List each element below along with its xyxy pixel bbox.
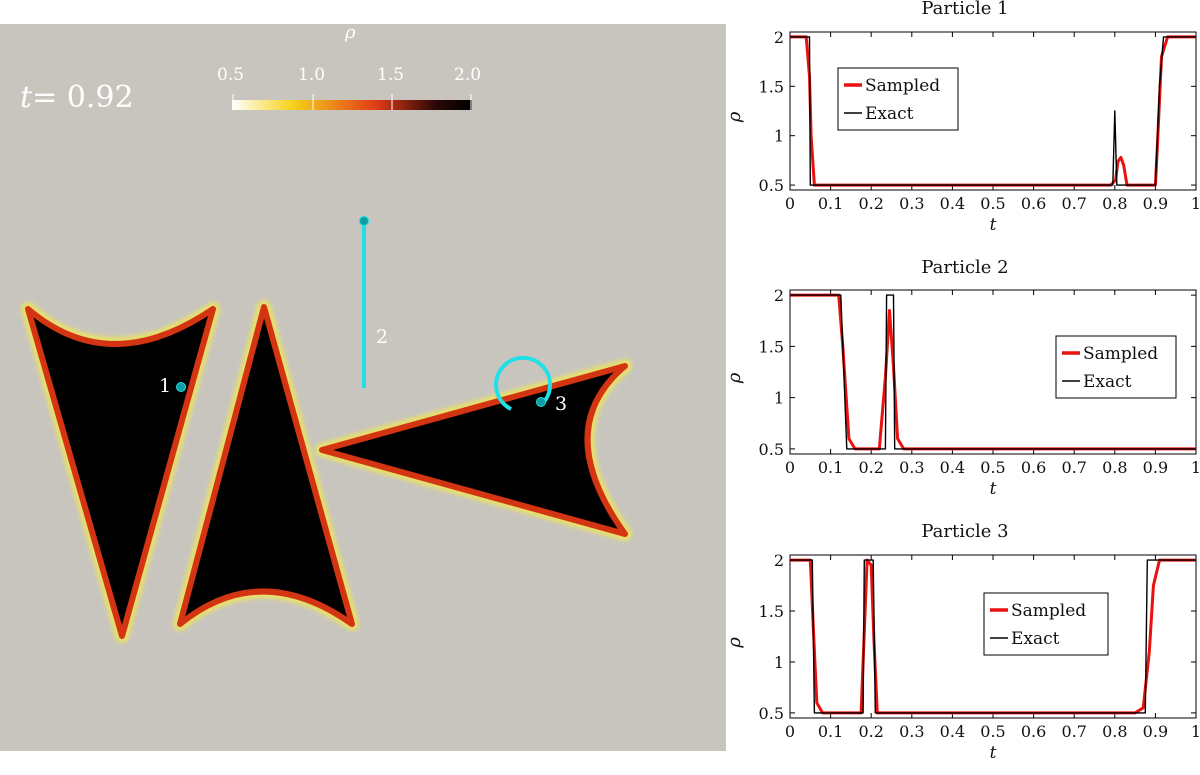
y-tick-label: 0.5 <box>759 176 784 195</box>
time-value: = 0.92 <box>32 80 134 115</box>
series-line-exact <box>790 559 1196 714</box>
particle-1-marker[interactable] <box>176 382 186 392</box>
particle-3-marker[interactable] <box>536 397 546 407</box>
y-tick-label: 1.5 <box>759 337 784 356</box>
y-tick-label: 1 <box>774 653 784 672</box>
x-tick-label: 1 <box>1191 722 1200 741</box>
x-tick-label: 0.4 <box>940 458 965 477</box>
x-tick-label: 0.9 <box>1143 722 1168 741</box>
x-tick-label: 0.6 <box>1021 722 1046 741</box>
legend-box <box>837 67 959 131</box>
legend-label: Sampled <box>1083 344 1158 364</box>
x-tick-label: 0.5 <box>980 458 1005 477</box>
x-tick-label: 0.3 <box>899 722 924 741</box>
x-tick-label: 1 <box>1191 458 1200 477</box>
x-tick-label: 0.8 <box>1102 458 1127 477</box>
y-tick-label: 1 <box>774 389 784 408</box>
time-symbol: t <box>20 80 33 115</box>
y-tick-label: 0.5 <box>759 440 784 459</box>
density-field-panel: 1 2 3 t= 0.92 ρ 0.5 1.0 1.5 2.0 <box>0 24 726 751</box>
y-tick-label: 2 <box>774 28 784 47</box>
legend-label: Sampled <box>1011 601 1086 621</box>
particle-3-label: 3 <box>555 393 567 415</box>
x-tick-label: 0.2 <box>858 458 883 477</box>
x-axis-label: t <box>990 479 997 499</box>
y-tick-label: 1 <box>774 127 784 146</box>
x-tick-label: 0.7 <box>1061 458 1086 477</box>
x-tick-label: 0.5 <box>980 194 1005 213</box>
particle-1-label: 1 <box>159 375 171 397</box>
x-tick-label: 0.1 <box>818 458 843 477</box>
y-tick-label: 1.5 <box>759 602 784 621</box>
x-tick-label: 1 <box>1191 194 1200 213</box>
x-tick-label: 0.8 <box>1102 722 1127 741</box>
x-tick-label: 0 <box>785 194 795 213</box>
legend-box <box>983 592 1109 656</box>
x-axis-label: t <box>990 215 997 235</box>
x-axis-label: t <box>990 743 997 763</box>
x-tick-label: 0.8 <box>1102 194 1127 213</box>
particle-1-chart: 0 0.1 0.2 0.3 0.4 0.5 0.6 0.7 0.8 0.9 1 0.5 1 1.5 2 t ρ S… <box>724 28 1200 235</box>
y-tick-label: 2 <box>774 286 784 305</box>
particle-3-path <box>494 355 553 411</box>
particle-2-label: 2 <box>376 326 388 348</box>
x-tick-label: 0.5 <box>980 722 1005 741</box>
x-tick-label: 0 <box>785 458 795 477</box>
density-blob-right <box>315 359 632 541</box>
series-line-exact <box>790 36 1196 186</box>
colorbar-tick-3: 2.0 <box>454 65 482 85</box>
colorbar-tick-2: 1.5 <box>377 65 405 85</box>
legend-label: Exact <box>865 104 914 124</box>
time-label: t= 0.92 <box>20 80 134 115</box>
density-blob-left <box>21 302 220 643</box>
series-line-exact <box>790 294 1196 450</box>
colorbar-tick-1: 1.0 <box>298 65 326 85</box>
plot-title: Particle 1 <box>921 0 1009 19</box>
density-blob-middle <box>173 300 359 631</box>
x-tick-label: 0.6 <box>1021 458 1046 477</box>
x-tick-label: 0.1 <box>818 722 843 741</box>
x-tick-label: 0.2 <box>858 722 883 741</box>
plot-title: Particle 2 <box>921 257 1009 278</box>
colorbar-title: ρ <box>345 24 356 43</box>
x-tick-label: 0 <box>785 722 795 741</box>
x-tick-label: 0.9 <box>1143 458 1168 477</box>
x-tick-label: 0.4 <box>940 194 965 213</box>
legend-label: Sampled <box>865 76 940 96</box>
x-tick-label: 0.9 <box>1143 194 1168 213</box>
particle-1-plot: Particle 1 0 0.1 0.2 0.3 0.4 0.5 0.6 0.7 0.8 0.9 1… <box>724 0 1200 255</box>
x-tick-label: 0.4 <box>940 722 965 741</box>
y-tick-label: 2 <box>774 551 784 570</box>
x-tick-label: 0.3 <box>899 194 924 213</box>
series-line-sampled <box>790 558 1196 715</box>
plot-title: Particle 3 <box>921 521 1009 542</box>
particle-2-chart: 0 0.1 0.2 0.3 0.4 0.5 0.6 0.7 0.8 0.9 1 0.5 1 1.5 2 t ρ S… <box>724 286 1200 499</box>
colorbar-tick-0: 0.5 <box>217 65 245 85</box>
particle-2-plot: Particle 2 0 0.1 0.2 0.3 0.4 0.5 0.6 0.7 0.8 0.9 1… <box>724 256 1200 516</box>
y-axis-label: ρ <box>724 372 745 384</box>
legend-label: Exact <box>1011 629 1060 649</box>
particle-3-chart: 0 0.1 0.2 0.3 0.4 0.5 0.6 0.7 0.8 0.9 1 0.5 1 1.5 2 t ρ S… <box>724 551 1200 763</box>
x-tick-label: 0.7 <box>1061 722 1086 741</box>
density-field-canvas: 1 2 3 <box>21 94 632 643</box>
x-tick-label: 0.3 <box>899 458 924 477</box>
legend-label: Exact <box>1083 372 1132 392</box>
x-tick-label: 0.6 <box>1021 194 1046 213</box>
x-tick-label: 0.7 <box>1061 194 1086 213</box>
y-tick-label: 1.5 <box>759 77 784 96</box>
x-tick-label: 0.2 <box>858 194 883 213</box>
x-tick-label: 0.1 <box>818 194 843 213</box>
particle-2-marker[interactable] <box>359 216 369 226</box>
legend-box <box>1055 335 1177 399</box>
y-tick-label: 0.5 <box>759 704 784 723</box>
particle-3-plot: Particle 3 0 0.1 0.2 0.3 0.4 0.5 0.6 0.7 0.8 0.9 1… <box>724 518 1200 775</box>
y-axis-label: ρ <box>724 637 745 649</box>
colorbar <box>232 100 472 110</box>
y-axis-label: ρ <box>724 111 745 123</box>
